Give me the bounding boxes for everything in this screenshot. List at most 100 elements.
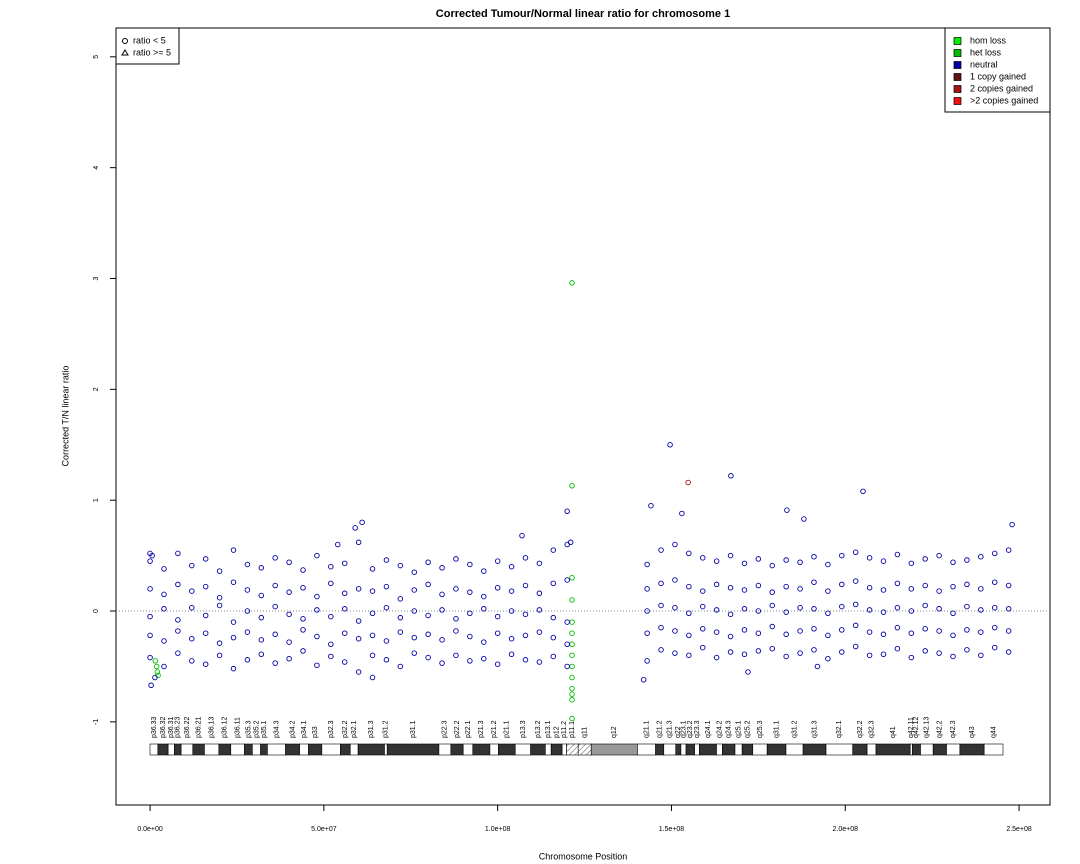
point	[481, 639, 487, 645]
point	[216, 640, 223, 646]
band-label: p34.2	[289, 720, 296, 738]
band-label: p35.1	[261, 720, 268, 738]
ideogram-band	[514, 743, 531, 756]
y-tick-label: 4	[93, 166, 100, 170]
x-tick-label: 1.5e+08	[659, 826, 685, 833]
point	[950, 653, 956, 660]
point	[230, 547, 237, 553]
ideogram-band	[663, 743, 677, 756]
point	[147, 654, 153, 661]
point	[258, 651, 265, 658]
ideogram-band	[167, 743, 175, 756]
ideogram-band	[545, 743, 552, 756]
ideogram-band	[932, 743, 947, 756]
point	[825, 632, 831, 639]
point	[341, 560, 348, 567]
y-tick-label: 2	[93, 387, 100, 391]
point	[300, 616, 306, 622]
point	[672, 650, 678, 656]
point	[230, 579, 237, 585]
point	[300, 585, 306, 591]
point	[216, 652, 223, 659]
point	[272, 555, 278, 561]
point	[328, 653, 334, 660]
point	[727, 633, 734, 640]
band-label: p21.2	[491, 720, 498, 738]
point	[314, 593, 320, 600]
point	[153, 663, 160, 670]
point	[508, 608, 515, 614]
ideogram-band	[699, 743, 717, 756]
point	[880, 609, 887, 615]
point	[439, 607, 445, 613]
plot-frame	[115, 27, 1051, 806]
point	[508, 651, 515, 658]
point	[769, 589, 776, 595]
point	[569, 715, 575, 722]
x-tick-label: 1.0e+08	[485, 826, 511, 833]
point	[244, 657, 251, 663]
band-label: p32.3	[328, 720, 335, 738]
point	[439, 660, 445, 666]
band-label: p36.21	[195, 716, 202, 738]
point	[230, 665, 237, 672]
point	[852, 622, 859, 629]
point	[216, 602, 223, 609]
ideogram-band	[825, 743, 854, 756]
band-label: q31.1	[773, 720, 780, 738]
point	[950, 632, 956, 639]
point	[481, 568, 487, 574]
ideogram-band	[752, 743, 768, 756]
point	[658, 624, 664, 631]
ideogram-band	[680, 743, 687, 756]
ideogram-band	[299, 743, 309, 756]
point	[369, 632, 376, 639]
point	[922, 582, 928, 589]
ideogram-band	[785, 743, 804, 756]
band-label: q24.3	[725, 720, 732, 738]
point	[699, 588, 706, 594]
points	[147, 280, 1015, 722]
point	[564, 577, 570, 583]
band-label: q41	[890, 726, 897, 738]
point	[672, 541, 678, 548]
point	[341, 659, 348, 665]
band-label: p31.2	[383, 720, 390, 738]
point	[494, 661, 501, 667]
point	[355, 539, 362, 546]
point	[352, 525, 358, 531]
band-label: q24.1	[705, 720, 712, 738]
point	[922, 648, 928, 654]
point	[230, 634, 237, 641]
point	[369, 566, 376, 572]
point	[453, 586, 459, 592]
point	[550, 614, 557, 621]
point	[439, 637, 445, 643]
band-label: q21.1	[643, 720, 650, 738]
point	[258, 614, 265, 621]
point	[741, 627, 748, 633]
point	[355, 586, 362, 592]
point	[1005, 547, 1012, 553]
point	[369, 674, 376, 681]
point	[783, 609, 789, 615]
point	[369, 588, 376, 594]
point	[936, 650, 942, 656]
band-label: p36.33	[151, 716, 158, 738]
point	[644, 658, 650, 664]
band-label: p35.3	[245, 720, 252, 738]
point	[699, 555, 706, 561]
point	[569, 630, 575, 636]
point	[922, 626, 928, 632]
point	[991, 604, 998, 611]
point	[852, 578, 859, 584]
point	[550, 580, 557, 587]
point	[300, 627, 306, 633]
band-label: p36.13	[208, 716, 215, 738]
point	[508, 563, 515, 570]
ideogram-band	[577, 743, 592, 756]
point	[286, 639, 292, 645]
point	[202, 661, 209, 667]
ideogram-band	[566, 743, 579, 756]
